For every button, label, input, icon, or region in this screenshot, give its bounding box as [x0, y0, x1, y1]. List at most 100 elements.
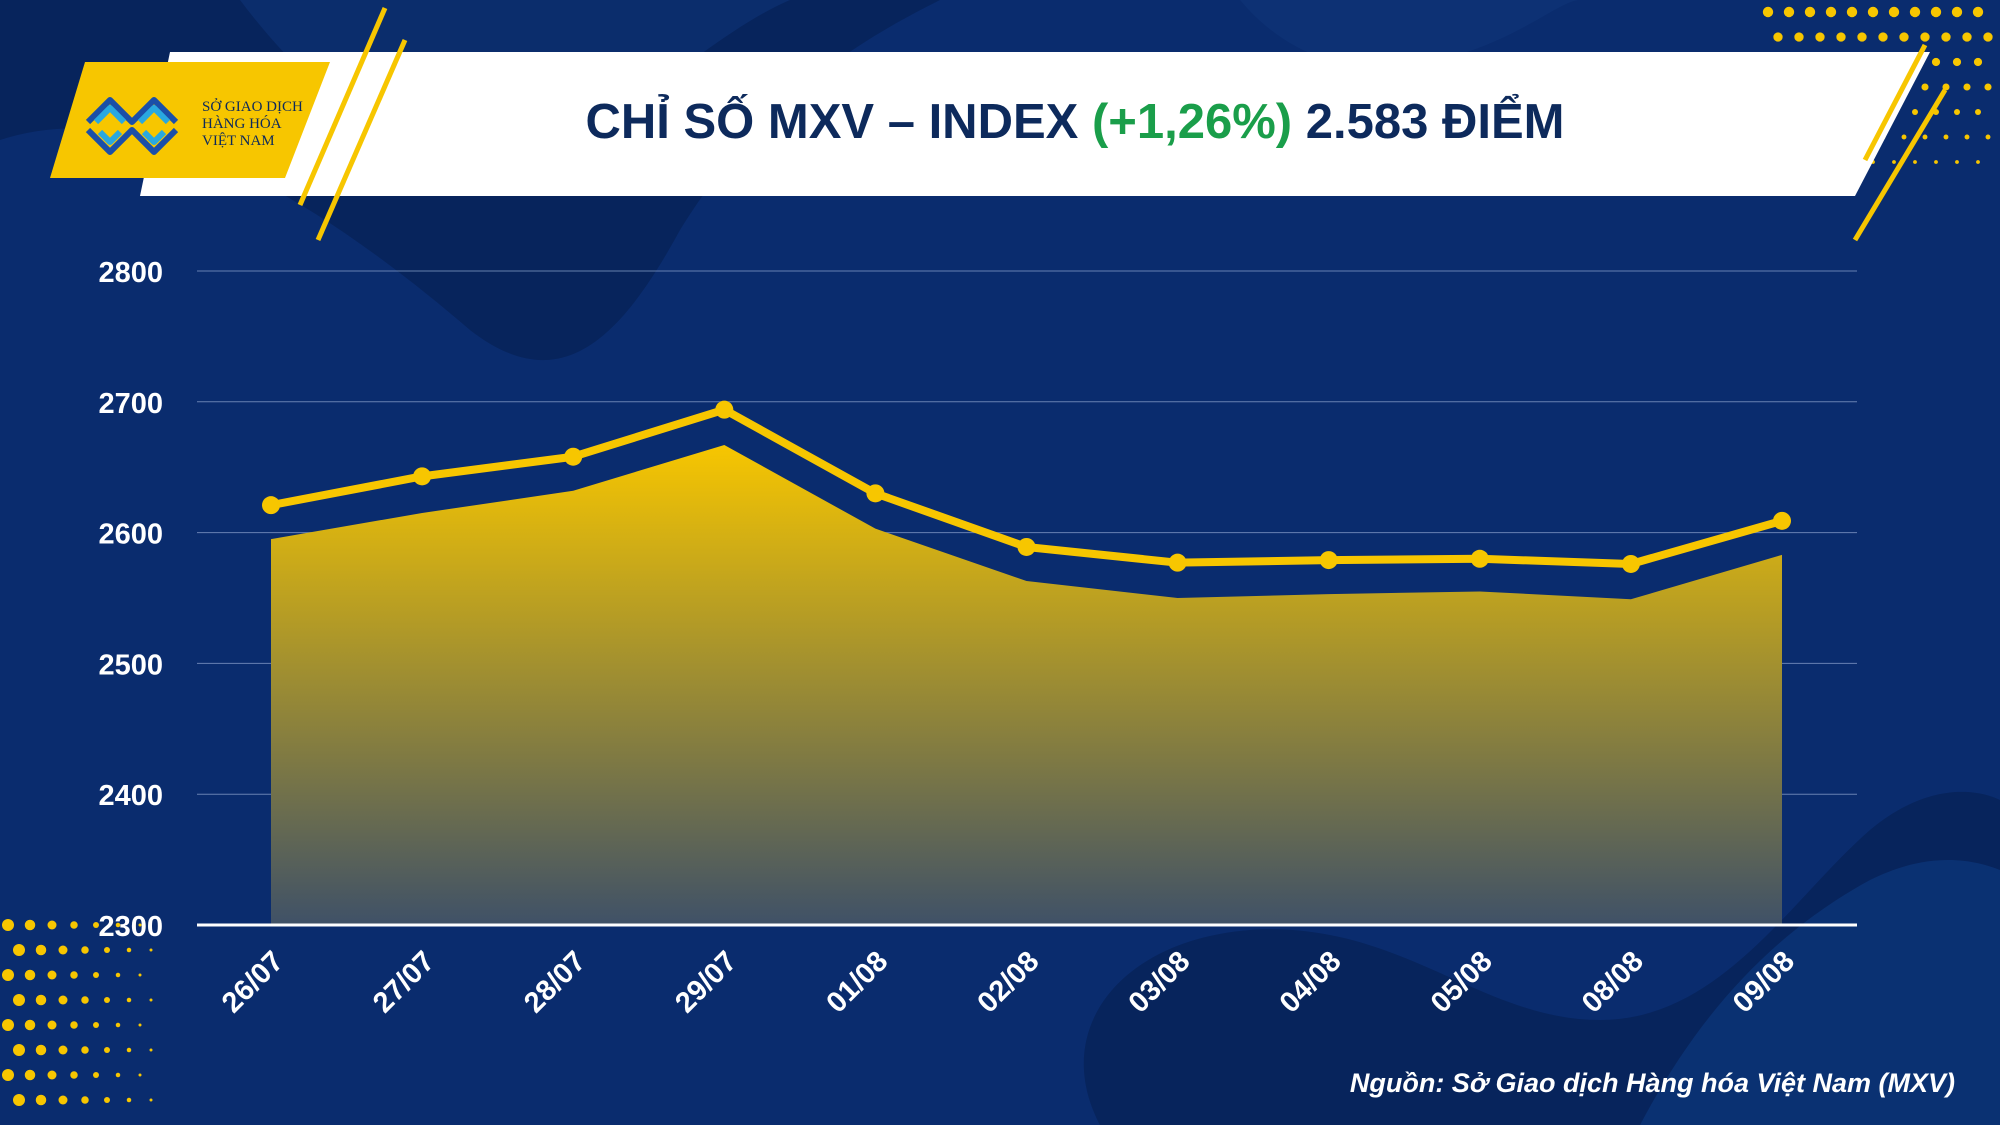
chart-title: CHỈ SỐ MXV – INDEX (+1,26%) 2.583 ĐIỂM — [586, 94, 1565, 149]
decorative-dots — [2, 6, 1993, 1106]
dot — [1913, 160, 1917, 164]
dot — [13, 1094, 25, 1106]
dot — [81, 996, 89, 1004]
dot — [1930, 6, 1942, 18]
dot — [24, 919, 36, 931]
data-point — [1319, 551, 1338, 570]
data-point — [1017, 537, 1036, 556]
dot — [1892, 160, 1896, 164]
dot — [115, 972, 121, 978]
dot — [1973, 57, 1983, 67]
dot — [126, 947, 132, 953]
dot — [1899, 32, 1909, 42]
dot — [104, 1097, 110, 1103]
dot — [81, 1096, 89, 1104]
x-axis-ticks: 26/07 27/07 28/07 29/07 01/08 02/08 03/08 04/08… — [216, 945, 1801, 1019]
dot — [70, 1071, 78, 1079]
dot — [1934, 160, 1938, 164]
dot — [138, 923, 142, 927]
source-note: Nguồn: Sở Giao dịch Hàng hóa Việt Nam (M… — [1349, 1068, 1955, 1098]
data-point — [1773, 511, 1791, 530]
dot — [1972, 6, 1984, 18]
dot — [1804, 6, 1816, 18]
dot — [1955, 160, 1959, 164]
dot — [58, 995, 68, 1005]
dot — [1912, 109, 1918, 115]
x-tick-label: 26/07 — [216, 945, 290, 1019]
dot — [149, 1048, 153, 1052]
dot — [35, 1094, 47, 1106]
dot — [138, 1073, 142, 1077]
y-tick-label: 2300 — [98, 911, 163, 943]
data-point — [1470, 549, 1489, 568]
dot — [138, 1023, 142, 1027]
dot — [1857, 32, 1867, 42]
dot — [1952, 57, 1962, 67]
data-point — [262, 496, 280, 515]
dot — [13, 994, 25, 1006]
dot — [1975, 109, 1981, 115]
x-tick-label: 01/08 — [820, 945, 894, 1019]
x-tick-label: 29/07 — [669, 945, 743, 1019]
dot — [58, 1045, 68, 1055]
dot — [115, 1072, 121, 1078]
dot — [1920, 32, 1930, 42]
dot — [1836, 32, 1846, 42]
dot — [126, 1097, 132, 1103]
dot — [24, 969, 36, 981]
dot — [1783, 6, 1795, 18]
dot — [104, 997, 110, 1003]
dot — [1951, 6, 1963, 18]
logo-text-line-1: SỞ GIAO DỊCH — [202, 98, 303, 115]
dot — [35, 944, 47, 956]
y-tick-label: 2600 — [98, 519, 163, 551]
dot — [24, 1019, 36, 1031]
dot — [1901, 134, 1907, 140]
x-tick-label: 08/08 — [1576, 945, 1650, 1019]
dot — [47, 1070, 57, 1080]
dot — [1963, 83, 1971, 91]
dot — [115, 922, 121, 928]
dot — [1964, 134, 1970, 140]
dot — [1825, 6, 1837, 18]
dot — [1846, 6, 1858, 18]
dot — [93, 1072, 99, 1078]
dot — [1985, 134, 1991, 140]
logo-text-line-3: VIỆT NAM — [202, 132, 275, 149]
mxv-logo: SỞ GIAO DỊCH HÀNG HÓA VIỆT NAM — [85, 97, 303, 155]
dot — [2, 1019, 14, 1031]
dot — [1954, 109, 1960, 115]
dot — [70, 921, 78, 929]
dot — [1888, 6, 1900, 18]
y-tick-label: 2700 — [98, 388, 163, 420]
dot — [93, 972, 99, 978]
dot — [47, 1020, 57, 1030]
dot — [104, 1047, 110, 1053]
y-tick-label: 2500 — [98, 649, 163, 681]
dot — [1942, 83, 1950, 91]
dot — [126, 1047, 132, 1053]
dot — [1867, 6, 1879, 18]
dot — [1941, 32, 1951, 42]
title-suffix: 2.583 ĐIỂM — [1292, 94, 1564, 149]
dot — [35, 1044, 47, 1056]
dot — [1815, 32, 1825, 42]
y-tick-label: 2400 — [98, 780, 163, 812]
title-prefix: CHỈ SỐ MXV – INDEX — [586, 94, 1092, 149]
dot — [58, 1095, 68, 1105]
dot — [1773, 32, 1783, 42]
dot — [13, 944, 25, 956]
dot — [1922, 134, 1928, 140]
data-point — [1168, 553, 1187, 572]
dot — [149, 1098, 153, 1102]
dot — [149, 948, 153, 952]
dot — [149, 998, 153, 1002]
dot — [1794, 32, 1804, 42]
dot — [104, 947, 110, 953]
dot — [47, 970, 57, 980]
data-point — [564, 447, 583, 466]
logo-text-line-2: HÀNG HÓA — [202, 115, 282, 132]
dot — [2, 1069, 14, 1081]
dot — [47, 920, 57, 930]
